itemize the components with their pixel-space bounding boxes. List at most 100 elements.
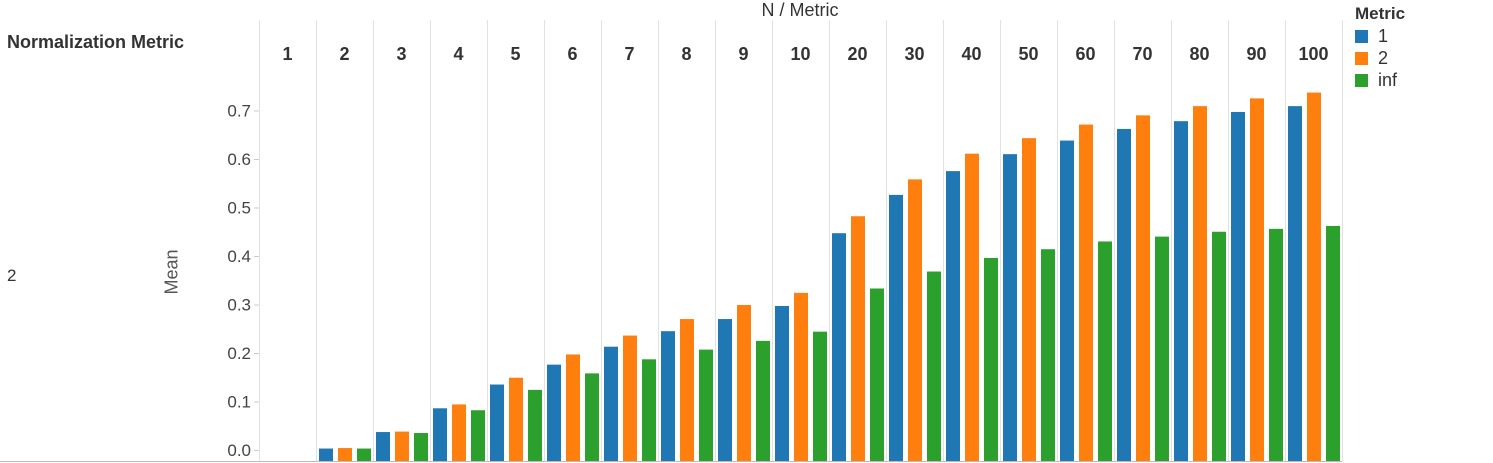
y-tick-label: 0.1 bbox=[227, 393, 251, 412]
bar-inf-10 bbox=[813, 331, 827, 461]
bar-2-10 bbox=[794, 292, 808, 461]
legend-swatch bbox=[1355, 29, 1368, 43]
bar-1-100 bbox=[1288, 106, 1302, 461]
column-header: 8 bbox=[681, 44, 691, 64]
bar-inf-4 bbox=[471, 410, 485, 461]
legend-swatch bbox=[1355, 51, 1368, 65]
bar-2-60 bbox=[1079, 124, 1093, 461]
bar-inf-7 bbox=[642, 359, 656, 461]
bar-2-8 bbox=[680, 319, 694, 461]
bar-1-6 bbox=[547, 364, 561, 461]
bar-inf-20 bbox=[870, 288, 884, 461]
column-header: 60 bbox=[1075, 44, 1095, 64]
y-tick-label: 0.5 bbox=[227, 199, 251, 218]
column-header: 3 bbox=[396, 44, 406, 64]
legend: Metric 1 2 inf bbox=[1355, 4, 1405, 91]
bar-1-80 bbox=[1174, 121, 1188, 462]
bar-2-100 bbox=[1307, 92, 1321, 462]
bar-1-4 bbox=[433, 408, 447, 461]
row-value: 2 bbox=[7, 266, 17, 285]
column-header: 40 bbox=[961, 44, 981, 64]
bar-inf-8 bbox=[699, 349, 713, 461]
legend-label: 1 bbox=[1378, 25, 1389, 46]
legend-label: inf bbox=[1378, 69, 1398, 90]
bar-1-50 bbox=[1003, 154, 1017, 461]
bar-2-6 bbox=[566, 354, 580, 461]
column-header: 90 bbox=[1246, 44, 1266, 64]
bar-1-20 bbox=[832, 233, 846, 461]
legend-item: 1 bbox=[1355, 25, 1405, 47]
bar-inf-30 bbox=[927, 271, 941, 461]
y-tick-label: 0.3 bbox=[227, 296, 251, 315]
legend-title: Metric bbox=[1355, 4, 1406, 23]
y-tick-label: 0.7 bbox=[227, 102, 251, 121]
column-header: 5 bbox=[510, 44, 520, 64]
bar-2-4 bbox=[452, 404, 466, 461]
pane-dividers bbox=[259, 20, 1343, 461]
bar-1-10 bbox=[775, 305, 789, 461]
column-header: 100 bbox=[1298, 44, 1328, 64]
y-tick-label: 0.4 bbox=[227, 247, 251, 266]
legend-label: 2 bbox=[1378, 47, 1389, 68]
column-header: 9 bbox=[738, 44, 748, 64]
bar-1-70 bbox=[1117, 128, 1131, 461]
legend-items: 1 2 inf bbox=[1355, 25, 1405, 91]
column-header: 10 bbox=[790, 44, 810, 64]
bar-2-9 bbox=[737, 304, 751, 461]
bar-inf-40 bbox=[984, 257, 998, 461]
bar-inf-100 bbox=[1326, 225, 1340, 461]
bar-inf-80 bbox=[1212, 231, 1226, 461]
bar-1-9 bbox=[718, 319, 732, 461]
bar-inf-5 bbox=[528, 389, 542, 461]
bar-2-70 bbox=[1136, 115, 1150, 461]
row-header-normalization-metric: Normalization Metric bbox=[7, 32, 185, 52]
column-header: 4 bbox=[453, 44, 463, 64]
legend-item: inf bbox=[1355, 69, 1405, 91]
bar-1-5 bbox=[490, 384, 504, 461]
chart-title: N / Metric bbox=[761, 0, 839, 20]
column-header: 70 bbox=[1132, 44, 1152, 64]
bar-inf-2 bbox=[357, 448, 371, 461]
bar-2-90 bbox=[1250, 98, 1264, 461]
y-axis-ticks: 0.0 0.1 0.2 0.3 0.4 0.5 0.6 0.7 bbox=[227, 102, 259, 460]
bar-1-60 bbox=[1060, 140, 1074, 461]
bar-inf-70 bbox=[1155, 236, 1169, 461]
bar-1-30 bbox=[889, 194, 903, 461]
bar-2-30 bbox=[908, 179, 922, 461]
bar-2-5 bbox=[509, 377, 523, 461]
bar-2-50 bbox=[1022, 138, 1036, 461]
bar-1-8 bbox=[661, 331, 675, 461]
bar-1-40 bbox=[946, 171, 960, 461]
y-tick-label: 0.0 bbox=[227, 441, 251, 460]
bar-1-3 bbox=[376, 432, 390, 461]
column-header: 50 bbox=[1018, 44, 1038, 64]
column-header: 20 bbox=[847, 44, 867, 64]
bar-inf-50 bbox=[1041, 249, 1055, 461]
bar-inf-6 bbox=[585, 373, 599, 461]
bar-inf-3 bbox=[414, 433, 428, 461]
column-header: 6 bbox=[567, 44, 577, 64]
bar-inf-9 bbox=[756, 340, 770, 461]
y-tick-label: 0.6 bbox=[227, 150, 251, 169]
bar-2-2 bbox=[338, 448, 352, 461]
column-header: 7 bbox=[624, 44, 634, 64]
column-header: 2 bbox=[339, 44, 349, 64]
bar-2-7 bbox=[623, 335, 637, 461]
column-header: 30 bbox=[904, 44, 924, 64]
bar-1-90 bbox=[1231, 111, 1245, 461]
bar-1-2 bbox=[319, 448, 333, 461]
column-header: 1 bbox=[282, 44, 292, 64]
bars bbox=[319, 92, 1340, 462]
bar-2-20 bbox=[851, 216, 865, 461]
bar-inf-90 bbox=[1269, 228, 1283, 461]
legend-swatch bbox=[1355, 73, 1368, 87]
bar-1-7 bbox=[604, 346, 618, 461]
y-tick-label: 0.2 bbox=[227, 344, 251, 363]
bar-2-3 bbox=[395, 431, 409, 461]
bar-2-80 bbox=[1193, 106, 1207, 461]
bar-2-40 bbox=[965, 153, 979, 462]
column-header: 80 bbox=[1189, 44, 1209, 64]
bar-inf-60 bbox=[1098, 241, 1112, 461]
column-headers: 1 2 3 4 5 6 7 8 9 10 20 30 40 50 60 70 80 90 100 bbox=[282, 44, 1328, 64]
